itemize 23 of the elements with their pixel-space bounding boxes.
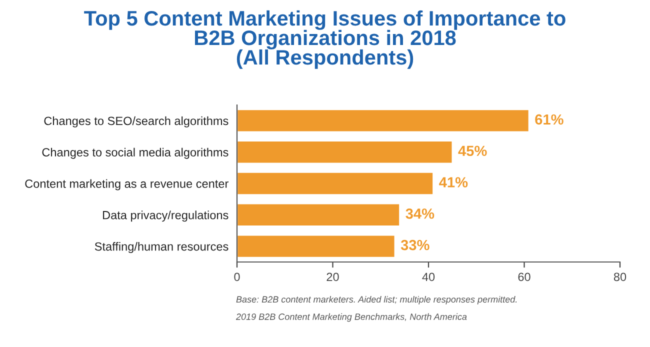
data-label: 33%	[400, 240, 430, 250]
y-tick-label: Content marketing as a revenue center	[25, 179, 228, 190]
y-tick-label: Data privacy/regulations	[103, 210, 228, 222]
text: Base: B2B content marketers. Aided list; multiple responses permitted.	[236, 296, 517, 304]
bar	[237, 234, 396, 258]
x-tick-label: 0	[234, 272, 240, 282]
y-tick-label: Staffing/human resources	[94, 242, 228, 254]
text: 2019 B2B Content Marketing Benchmarks, North America	[236, 313, 467, 322]
y-tick-label: Changes to SEO/search algorithms	[44, 116, 228, 128]
x-tick-label: 60	[518, 272, 530, 282]
x-tick-label: 40	[422, 272, 435, 282]
y-tick-label: Changes to social media algorithms	[42, 148, 228, 159]
data-label: 34%	[406, 208, 434, 219]
bar	[237, 172, 434, 196]
bar	[237, 108, 530, 133]
data-label: 45%	[458, 146, 487, 156]
x-tick-label: 80	[614, 272, 626, 282]
bar	[237, 140, 454, 164]
chart-title: Top 5 Content Marketing Issues of Importance to B2B Organizations in 2018 (All Respondents)	[84, 10, 566, 69]
data-label: 41%	[439, 177, 468, 188]
data-label: 61%	[535, 114, 564, 125]
x-tick-label: 20	[326, 272, 339, 282]
bar	[237, 202, 400, 227]
